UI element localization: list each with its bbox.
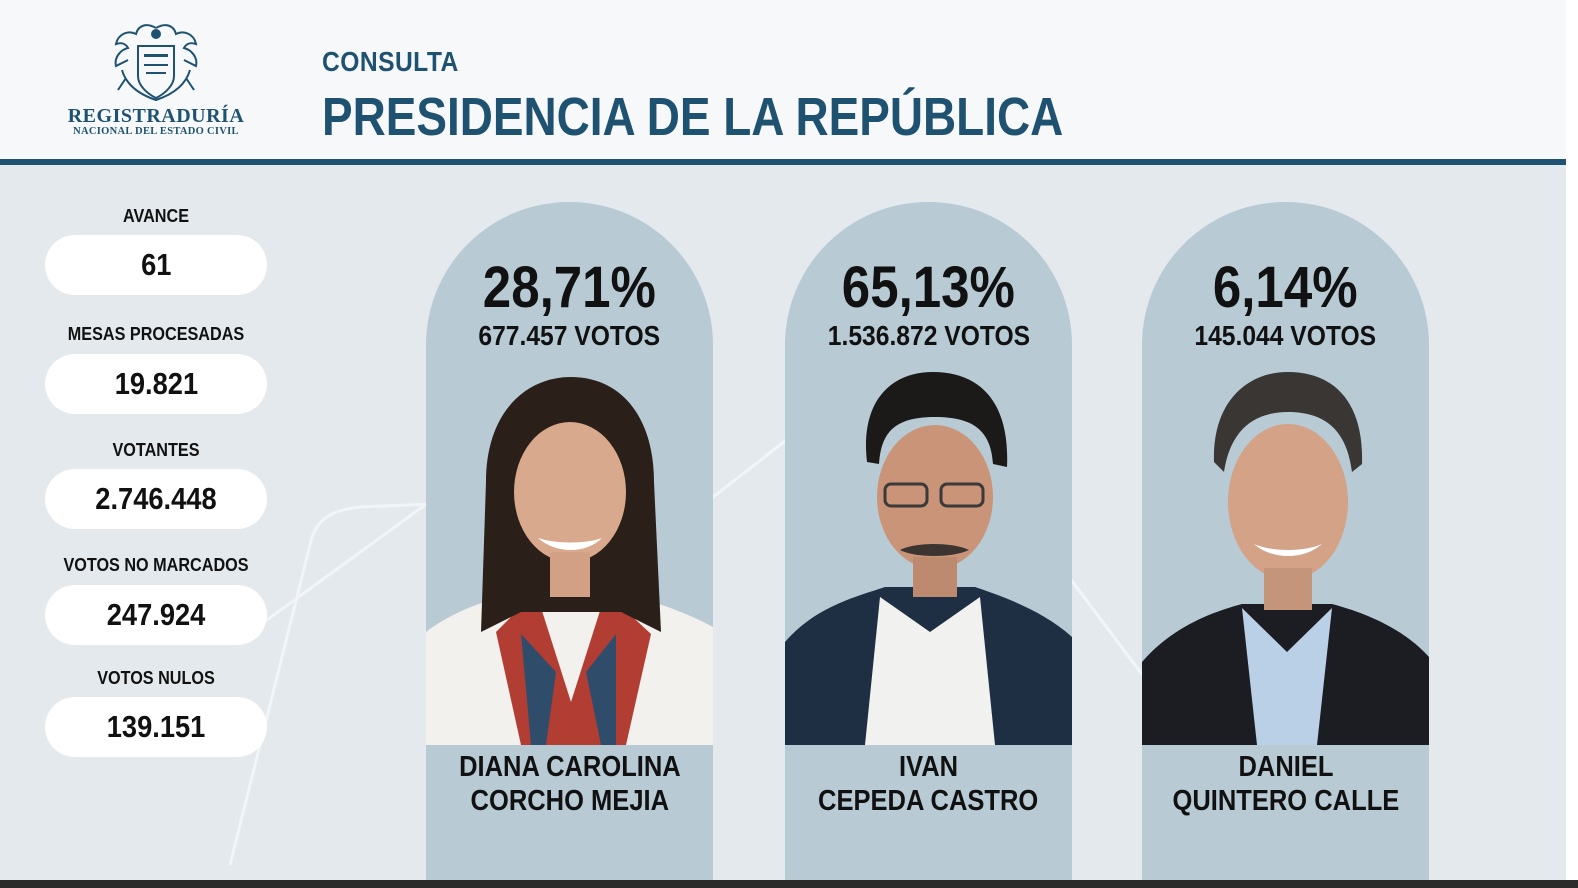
page-title: PRESIDENCIA DE LA REPÚBLICA xyxy=(322,87,1064,147)
candidate-votes: 145.044 VOTOS xyxy=(1194,320,1377,351)
bottom-edge xyxy=(0,880,1578,888)
logo-subtitle: NACIONAL DEL ESTADO CIVIL xyxy=(73,126,239,137)
candidate-name: IVAN CEPEDA CASTRO xyxy=(818,751,1039,817)
candidate-name: DIANA CAROLINA CORCHO MEJIA xyxy=(458,751,681,817)
candidate-votes: 677.457 VOTOS xyxy=(478,320,661,351)
candidate-votes: 1.536.872 VOTOS xyxy=(827,320,1030,351)
candidate-photo xyxy=(785,372,1072,745)
header-bar: REGISTRADURÍA NACIONAL DEL ESTADO CIVIL … xyxy=(0,0,1566,165)
candidate-name: DANIEL QUINTERO CALLE xyxy=(1172,751,1399,817)
stat-value-votos-no-marcados: 247.924 xyxy=(45,585,267,645)
stat-value-mesas-procesadas: 19.821 xyxy=(45,354,267,414)
candidate-percent: 6,14% xyxy=(1213,255,1358,320)
candidate-percent: 65,13% xyxy=(841,255,1016,320)
stat-value-avance: 61 xyxy=(45,235,267,295)
candidate-card-1: 28,71% 677.457 VOTOS DIANA CAROLINA CORC… xyxy=(426,202,713,888)
stat-label-votantes: VOTANTES xyxy=(112,440,200,460)
stat-label-votos-nulos: VOTOS NULOS xyxy=(97,668,215,688)
registraduria-logo: REGISTRADURÍA NACIONAL DEL ESTADO CIVIL xyxy=(56,20,256,145)
page-kicker: CONSULTA xyxy=(322,46,459,77)
coat-of-arms-icon xyxy=(114,24,198,102)
stat-value-votos-nulos: 139.151 xyxy=(45,697,267,757)
right-edge xyxy=(1566,0,1578,888)
logo-wordmark: REGISTRADURÍA xyxy=(67,105,245,127)
candidate-photo xyxy=(426,377,713,745)
stat-label-mesas-procesadas: MESAS PROCESADAS xyxy=(67,324,245,344)
stat-label-votos-no-marcados: VOTOS NO MARCADOS xyxy=(63,555,249,575)
candidate-percent: 28,71% xyxy=(482,255,657,320)
candidate-card-2: 65,13% 1.536.872 VOTOS IVAN CEPEDA CASTR… xyxy=(785,202,1072,888)
candidate-card-3: 6,14% 145.044 VOTOS DANIEL QUINTERO CALL… xyxy=(1142,202,1429,888)
stat-label-avance: AVANCE xyxy=(122,206,190,226)
candidate-photo xyxy=(1142,372,1429,745)
stat-value-votantes: 2.746.448 xyxy=(45,469,267,529)
